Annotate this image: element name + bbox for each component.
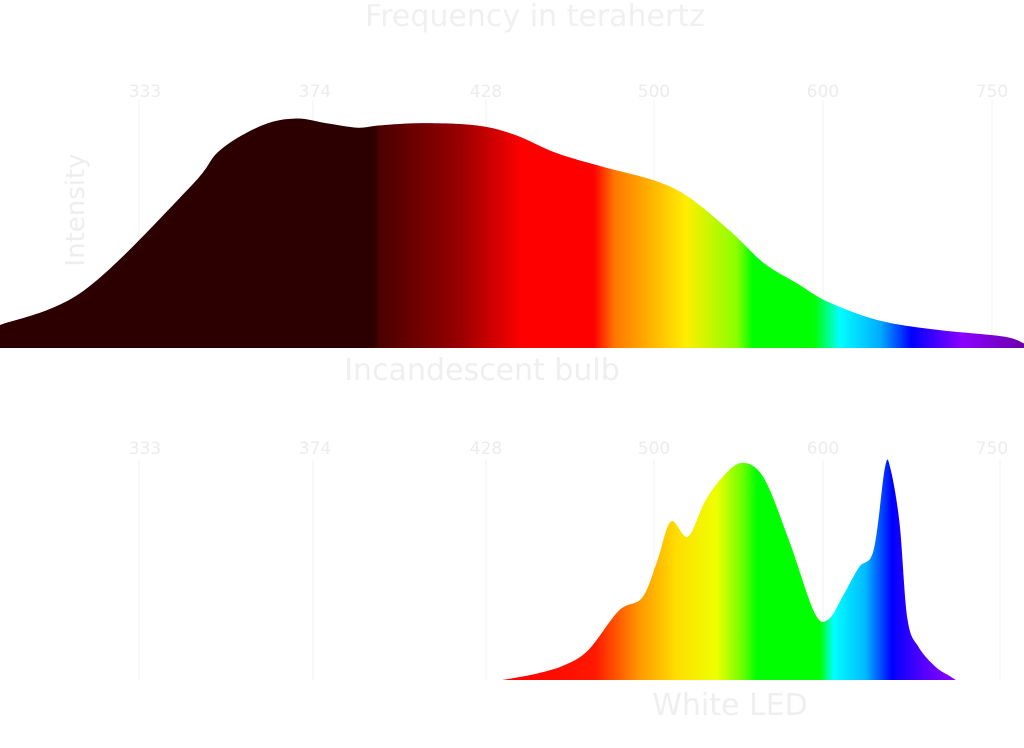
led-label: White LED xyxy=(652,688,808,723)
tick-label-428-top: 428 xyxy=(470,82,502,102)
figure-title: Frequency in terahertz xyxy=(365,0,705,34)
tick-label-500-top: 500 xyxy=(638,82,670,102)
tick-label-600-top: 600 xyxy=(807,82,839,102)
y-axis-label: Intensity xyxy=(61,153,91,266)
tick-label-374-top: 374 xyxy=(299,82,331,102)
tick-label-374-bottom: 374 xyxy=(299,439,331,459)
incandescent-panel: 333 374 428 500 600 750 Intensity Incand… xyxy=(0,82,1024,388)
incandescent-spectrum-area xyxy=(0,118,1024,348)
tick-label-500-bottom: 500 xyxy=(638,439,670,459)
tick-label-750-bottom: 750 xyxy=(976,439,1008,459)
tick-label-428-bottom: 428 xyxy=(470,439,502,459)
incandescent-label: Incandescent bulb xyxy=(344,353,620,388)
tick-label-333-bottom: 333 xyxy=(129,439,161,459)
tick-label-600-bottom: 600 xyxy=(807,439,839,459)
tick-label-333-top: 333 xyxy=(129,82,161,102)
led-spectrum-area xyxy=(502,459,956,680)
tick-label-750-top: 750 xyxy=(976,82,1008,102)
led-panel: 333 374 428 500 600 750 White LED xyxy=(129,439,1008,723)
